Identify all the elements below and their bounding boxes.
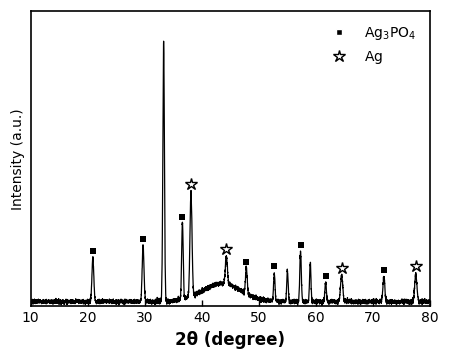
Y-axis label: Intensity (a.u.): Intensity (a.u.) [11, 108, 25, 210]
X-axis label: 2θ (degree): 2θ (degree) [176, 331, 285, 349]
Legend: $\mathregular{Ag_3PO_4}$, $\mathregular{Ag}$: $\mathregular{Ag_3PO_4}$, $\mathregular{… [318, 18, 423, 73]
